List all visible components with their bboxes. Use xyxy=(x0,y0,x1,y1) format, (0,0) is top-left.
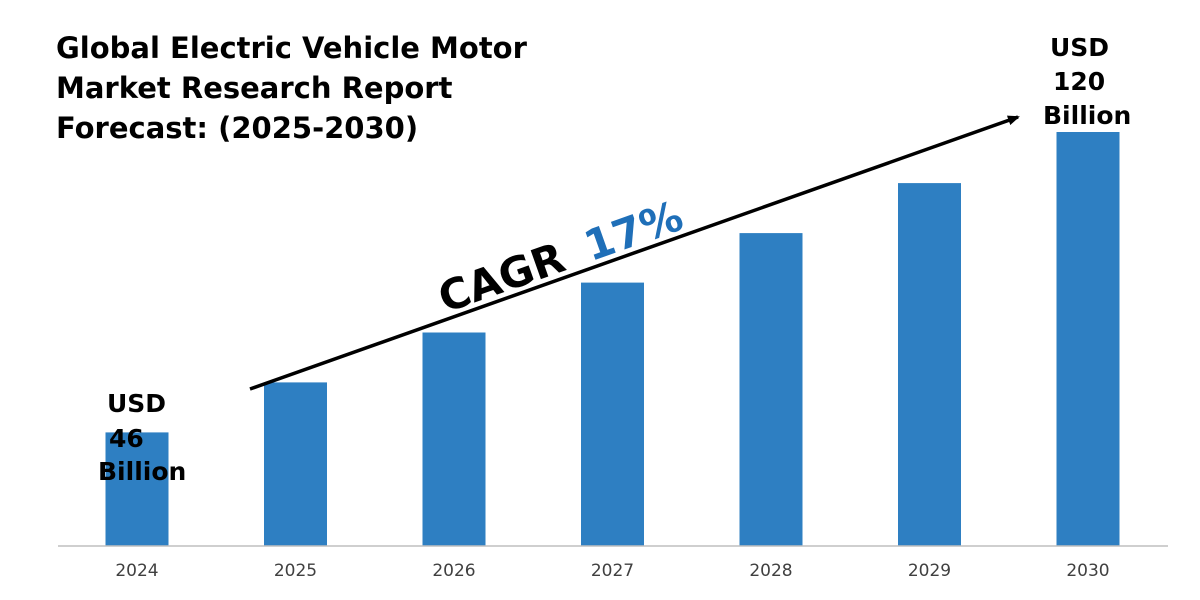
bar-2030 xyxy=(1056,132,1120,546)
end-callout-line-2: 120 xyxy=(1053,67,1105,96)
x-tick-2028: 2028 xyxy=(749,561,792,581)
title-line-1: Global Electric Vehicle Motor xyxy=(56,31,528,65)
start-callout-line-2: 46 xyxy=(109,424,144,453)
start-value-callout: USD 46 Billion xyxy=(98,389,186,486)
x-tick-2027: 2027 xyxy=(591,561,634,581)
x-tick-2030: 2030 xyxy=(1066,561,1109,581)
bar-2025 xyxy=(264,382,327,546)
cagr-label: CAGR xyxy=(432,233,571,323)
title-line-2: Market Research Report xyxy=(56,71,453,105)
title-line-3: Forecast: (2025-2030) xyxy=(56,111,418,145)
chart-title: Global Electric Vehicle Motor Market Res… xyxy=(56,31,537,145)
bar-2029 xyxy=(898,183,961,546)
bar-2027 xyxy=(581,282,644,546)
bar-series xyxy=(105,132,1120,546)
bar-2026 xyxy=(422,332,486,546)
x-tick-2025: 2025 xyxy=(274,561,317,581)
bar-2024 xyxy=(105,432,169,546)
end-value-callout: USD 120 Billion xyxy=(1043,33,1131,130)
cagr-value: 17% xyxy=(578,191,689,271)
trend-arrow xyxy=(249,115,1020,391)
end-callout-line-1: USD xyxy=(1050,33,1109,62)
start-callout-line-3: Billion xyxy=(98,457,186,486)
x-tick-2029: 2029 xyxy=(908,561,951,581)
x-axis-ticks: 2024 2025 2026 2027 2028 2029 2030 xyxy=(115,561,1109,581)
x-tick-2026: 2026 xyxy=(432,561,475,581)
start-callout-line-1: USD xyxy=(107,389,166,418)
end-callout-line-3: Billion xyxy=(1043,101,1131,130)
cagr-annotation: CAGR 17% xyxy=(432,191,689,322)
x-tick-2024: 2024 xyxy=(115,561,158,581)
bar-2028 xyxy=(739,233,803,546)
